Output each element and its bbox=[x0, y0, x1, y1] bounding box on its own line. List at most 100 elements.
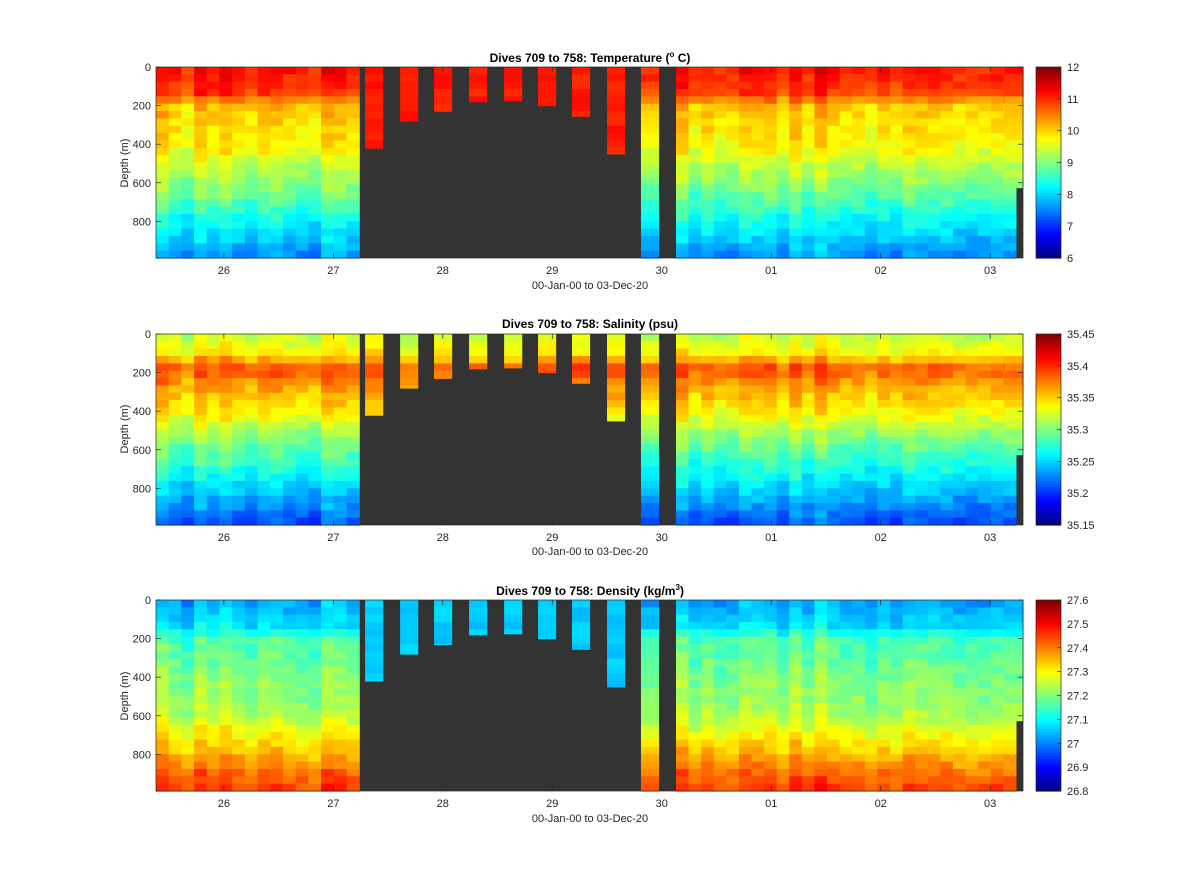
heatmap-cell bbox=[270, 754, 284, 763]
heatmap-cell bbox=[952, 133, 967, 142]
heatmap-cell bbox=[940, 385, 954, 394]
heatmap-cell bbox=[688, 768, 702, 777]
heatmap-cell bbox=[156, 436, 170, 445]
heatmap-cell bbox=[346, 169, 360, 178]
heatmap-cell bbox=[889, 688, 904, 697]
heatmap-cell bbox=[270, 392, 284, 401]
heatmap-cell bbox=[751, 385, 765, 394]
heatmap-cell bbox=[814, 451, 828, 460]
heatmap-cell bbox=[181, 629, 195, 638]
heatmap-cell bbox=[738, 96, 753, 105]
heatmap-cell bbox=[839, 458, 853, 467]
heatmap-cell bbox=[864, 480, 879, 489]
heatmap-cell bbox=[965, 776, 979, 785]
heatmap-cell bbox=[232, 67, 246, 75]
heatmap-cell bbox=[365, 103, 384, 112]
heatmap-cell bbox=[738, 103, 753, 112]
heatmap-cell bbox=[889, 622, 904, 630]
heatmap-cell bbox=[915, 370, 929, 379]
heatmap-cell bbox=[864, 702, 879, 711]
y-tick-label: 800 bbox=[133, 216, 151, 228]
heatmap-cell bbox=[365, 118, 384, 127]
heatmap-cell bbox=[902, 451, 916, 460]
heatmap-cell bbox=[940, 155, 954, 164]
heatmap-cell bbox=[952, 717, 967, 726]
heatmap-cell bbox=[776, 67, 790, 75]
heatmap-cell bbox=[801, 783, 816, 792]
heatmap-cell bbox=[346, 235, 360, 244]
heatmap-cell bbox=[927, 400, 941, 409]
heatmap-cell bbox=[776, 600, 790, 608]
heatmap-cell bbox=[927, 162, 941, 171]
heatmap-cell bbox=[839, 407, 853, 416]
heatmap-cell bbox=[282, 235, 297, 244]
colorbar-segment bbox=[1036, 369, 1061, 374]
heatmap-cell bbox=[902, 356, 916, 364]
heatmap-cell bbox=[915, 732, 929, 741]
heatmap-cell bbox=[814, 74, 828, 83]
heatmap-cell bbox=[839, 74, 853, 83]
heatmap-cell bbox=[156, 607, 170, 616]
x-tick-label: 01 bbox=[765, 532, 777, 544]
heatmap-cell bbox=[168, 140, 182, 149]
heatmap-cell bbox=[295, 688, 309, 697]
heatmap-cell bbox=[915, 348, 929, 357]
heatmap-cell bbox=[764, 622, 778, 630]
heatmap-cell bbox=[965, 103, 979, 112]
heatmap-cell bbox=[640, 702, 660, 711]
heatmap-cell bbox=[194, 451, 208, 460]
heatmap-cell bbox=[927, 451, 941, 460]
heatmap-cell bbox=[978, 776, 992, 785]
heatmap-cell bbox=[206, 473, 221, 482]
heatmap-cell bbox=[295, 67, 309, 75]
heatmap-cell bbox=[295, 191, 309, 200]
heatmap-cell bbox=[701, 133, 715, 142]
heatmap-cell bbox=[168, 510, 182, 519]
heatmap-cell bbox=[640, 783, 660, 792]
heatmap-cell bbox=[776, 436, 790, 445]
heatmap-cell bbox=[244, 341, 259, 350]
heatmap-cell bbox=[965, 436, 979, 445]
heatmap-cell bbox=[814, 502, 828, 511]
heatmap-cell bbox=[801, 155, 816, 164]
heatmap-cell bbox=[232, 746, 246, 755]
heatmap-cell bbox=[321, 243, 335, 252]
heatmap-cell bbox=[219, 162, 233, 171]
heatmap-cell bbox=[827, 629, 841, 638]
heatmap-cell bbox=[232, 414, 246, 423]
heatmap-cell bbox=[1004, 695, 1024, 704]
heatmap-cell bbox=[181, 673, 195, 682]
heatmap-cell bbox=[257, 622, 271, 630]
heatmap-cell bbox=[839, 724, 853, 733]
heatmap-cell bbox=[990, 480, 1004, 489]
heatmap-cell bbox=[764, 746, 778, 755]
heatmap-cell bbox=[789, 600, 803, 608]
heatmap-cell bbox=[952, 103, 967, 112]
heatmap-cell bbox=[1004, 111, 1024, 120]
colorbar-segment bbox=[1036, 255, 1061, 259]
heatmap-cell bbox=[321, 429, 335, 438]
heatmap-cell bbox=[965, 644, 979, 653]
heatmap-cell bbox=[751, 651, 765, 660]
heatmap-cell bbox=[789, 243, 803, 252]
heatmap-cell bbox=[688, 199, 702, 208]
heatmap-cell bbox=[194, 768, 208, 777]
heatmap-cell bbox=[751, 414, 765, 423]
heatmap-cell bbox=[713, 169, 727, 178]
heatmap-cell bbox=[156, 184, 170, 193]
heatmap-cell bbox=[194, 517, 208, 526]
heatmap-cell bbox=[321, 363, 335, 372]
heatmap-cell bbox=[915, 111, 929, 120]
heatmap-cell bbox=[927, 228, 941, 237]
heatmap-cell bbox=[801, 370, 816, 379]
heatmap-cell bbox=[308, 732, 322, 741]
heatmap-cell bbox=[257, 363, 271, 372]
heatmap-cell bbox=[640, 444, 660, 453]
heatmap-cell bbox=[776, 444, 790, 453]
heatmap-cell bbox=[168, 458, 182, 467]
heatmap-cell bbox=[801, 717, 816, 726]
heatmap-cell bbox=[713, 724, 727, 733]
heatmap-cell bbox=[156, 206, 170, 215]
heatmap-cell bbox=[206, 206, 221, 215]
heatmap-cell bbox=[990, 228, 1004, 237]
